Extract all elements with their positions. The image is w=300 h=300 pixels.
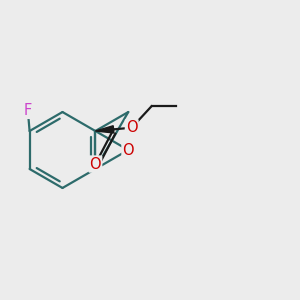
Text: O: O [126,120,137,135]
Polygon shape [95,126,114,133]
Text: O: O [122,142,134,158]
Text: F: F [24,103,32,118]
Text: O: O [90,157,101,172]
